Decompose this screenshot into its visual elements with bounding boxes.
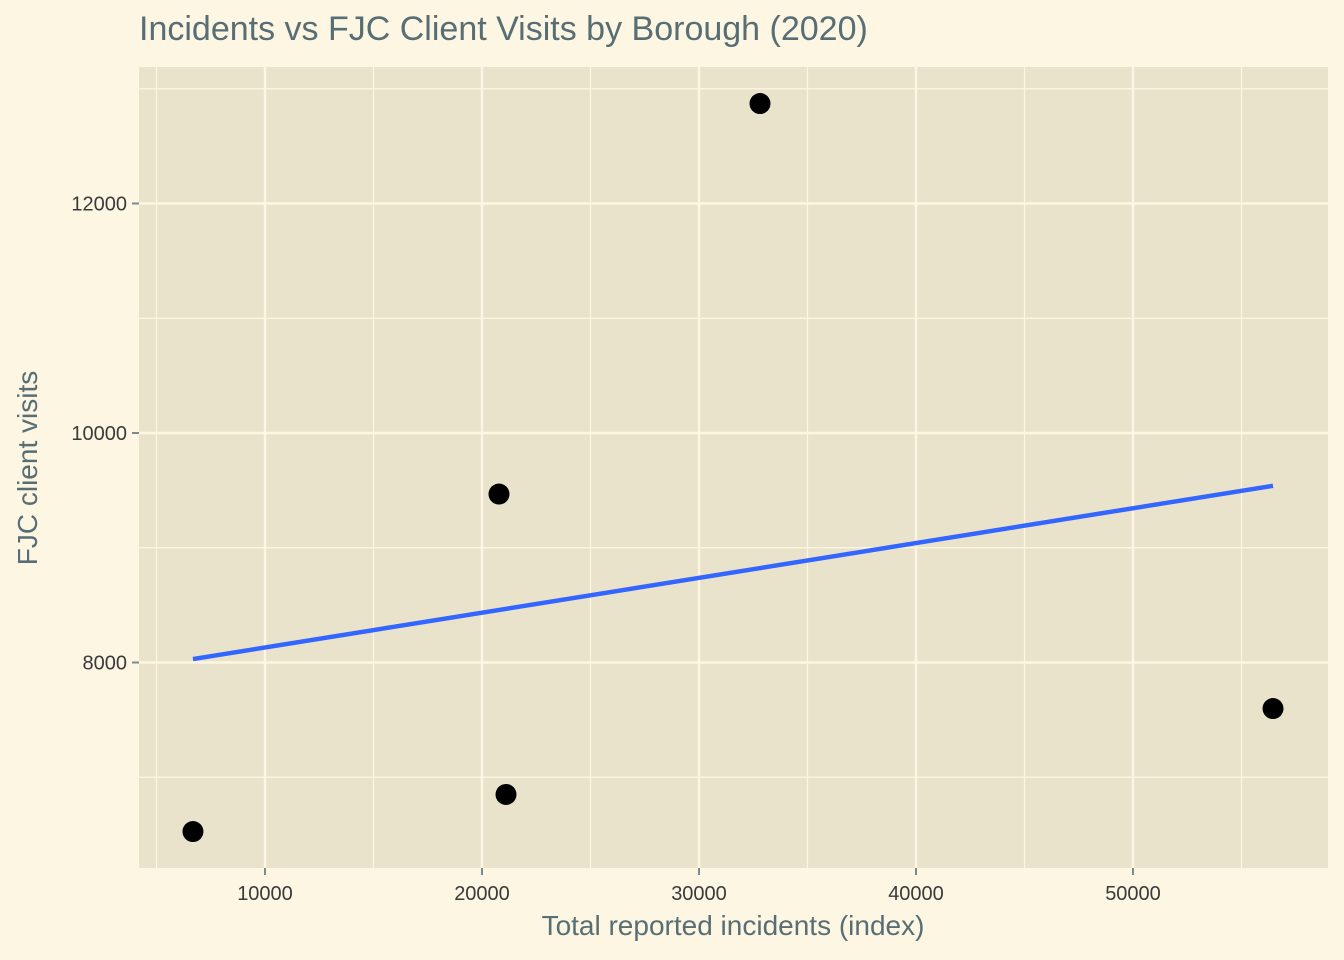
data-point — [749, 93, 771, 115]
data-point — [488, 483, 510, 505]
chart-title: Incidents vs FJC Client Visits by Boroug… — [139, 10, 868, 48]
x-tick-label: 50000 — [1105, 883, 1161, 905]
grid-lines — [139, 67, 1328, 868]
panel-background — [139, 67, 1328, 868]
x-tick-label: 20000 — [454, 883, 510, 905]
x-tick-label: 30000 — [671, 883, 727, 905]
x-tick-label: 40000 — [888, 883, 944, 905]
y-tick-label: 8000 — [83, 653, 128, 675]
y-tick-label: 10000 — [71, 423, 127, 445]
x-tick-label: 10000 — [237, 883, 293, 905]
regression-line — [192, 483, 1274, 662]
y-tick-label: 12000 — [71, 194, 127, 216]
data-point — [182, 821, 204, 843]
x-axis-label: Total reported incidents (index) — [541, 910, 925, 941]
data-point — [1262, 698, 1284, 720]
data-point — [495, 783, 517, 805]
